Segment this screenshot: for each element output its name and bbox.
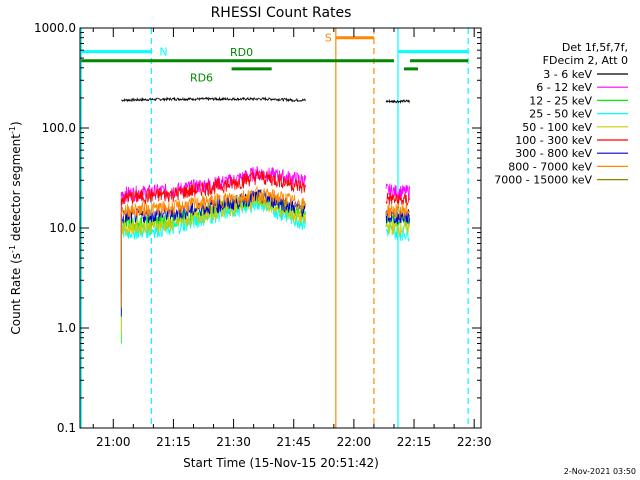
legend-header-2: FDecim 2, Att 0 (543, 54, 628, 67)
legend-label: 800 - 7000 keV (508, 160, 592, 173)
series-line (120, 193, 306, 333)
green-bar-label: RD0 (230, 46, 253, 59)
legend-label: 12 - 25 keV (529, 94, 592, 107)
x-tick-label: 21:00 (96, 435, 131, 449)
series-line (120, 185, 306, 308)
y-tick-label: 100.0 (42, 121, 76, 135)
x-tick-label: 21:30 (216, 435, 251, 449)
series-line (385, 208, 410, 225)
series-line (120, 170, 306, 294)
x-tick-label: 21:45 (276, 435, 311, 449)
legend: Det 1f,5f,7f, FDecim 2, Att 0 3 - 6 keV6… (494, 41, 628, 187)
series-lines (120, 96, 410, 344)
x-tick-label: 21:15 (156, 435, 191, 449)
series-line (385, 202, 410, 219)
green-bar-label: RD6 (190, 72, 213, 85)
y-tick-label: 10.0 (49, 221, 76, 235)
legend-header-1: Det 1f,5f,7f, (562, 41, 628, 54)
legend-label: 100 - 300 keV (515, 134, 592, 147)
footer-date: 2-Nov-2021 03:50 (564, 467, 636, 476)
y-tick-label: 1.0 (57, 321, 76, 335)
orange-bar-label: S (325, 32, 332, 45)
legend-label: 25 - 50 keV (529, 108, 592, 121)
series-line (385, 192, 410, 208)
series-line (385, 226, 410, 243)
series-line (121, 96, 306, 103)
y-tick-label: 0.1 (57, 421, 76, 435)
legend-label: 300 - 800 keV (515, 147, 592, 160)
legend-label: 50 - 100 keV (522, 121, 592, 134)
series-line (385, 220, 410, 238)
x-tick-label: 22:30 (457, 435, 492, 449)
x-tick-label: 22:15 (397, 435, 432, 449)
legend-label: 3 - 6 keV (543, 68, 592, 81)
y-tick-label: 1000.0 (34, 21, 76, 35)
axes: 0.1 1.0 10.0 100.0 1000.0 21:00 21:15 21:30 21:4… (34, 21, 491, 449)
chart-title: RHESSI Count Rates (211, 5, 352, 21)
legend-label: 6 - 12 keV (536, 81, 592, 94)
legend-label: 7000 - 15000 keV (494, 174, 592, 187)
cyan-bar-label: N (159, 46, 167, 59)
x-axis-label: Start Time (15-Nov-15 20:51:42) (183, 456, 379, 470)
x-tick-label: 22:00 (337, 435, 372, 449)
series-line (385, 98, 410, 105)
y-axis-label: Count Rate (s-1 detector segment-1) (8, 121, 23, 334)
series-line (385, 183, 410, 201)
